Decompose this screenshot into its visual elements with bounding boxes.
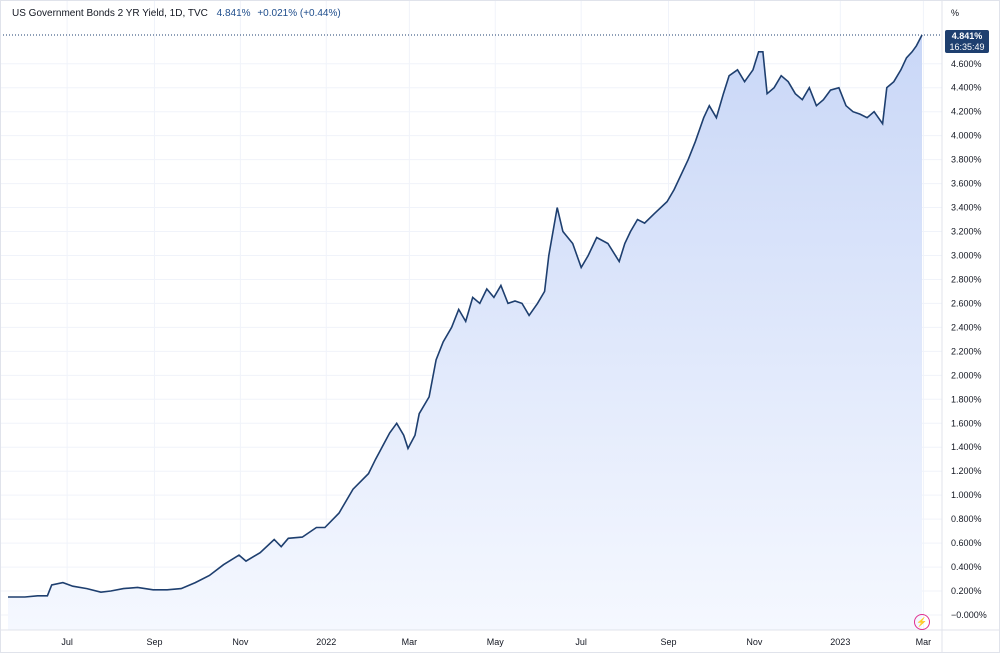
legend-last-value: 4.841% xyxy=(216,8,251,19)
x-tick-label: Mar xyxy=(916,637,932,647)
x-tick-label: Sep xyxy=(660,637,676,647)
y-tick-label: 1.200% xyxy=(951,466,982,476)
yield-line xyxy=(8,34,923,598)
y-tick-label: 0.200% xyxy=(951,586,982,596)
y-tick-label: 3.600% xyxy=(951,179,982,189)
x-tick-label: Jul xyxy=(61,637,73,647)
x-tick-label: Nov xyxy=(232,637,249,647)
y-tick-label: 1.400% xyxy=(951,442,982,452)
time-axis[interactable]: Jul Sep Nov 2022 Mar May Jul Sep Nov 2023 Mar xyxy=(61,637,931,647)
last-price-value: 4.841% xyxy=(951,31,983,41)
x-tick-label: Sep xyxy=(146,637,162,647)
price-axis[interactable]: 4.600% 4.400% 4.200% 4.000% 3.800% 3.600% 3.40… xyxy=(951,59,987,620)
yield-area xyxy=(8,35,922,630)
y-tick-label: 3.800% xyxy=(951,155,982,165)
y-tick-label: 2.800% xyxy=(951,274,982,284)
bar-countdown: 16:35:49 xyxy=(949,41,985,52)
y-tick-label: 2.000% xyxy=(951,370,982,380)
y-tick-label: 4.200% xyxy=(951,107,982,117)
x-tick-label: 2023 xyxy=(830,637,850,647)
last-price-label: 4.841% 16:35:49 xyxy=(945,30,989,53)
y-tick-label: 2.400% xyxy=(951,322,982,332)
legend-symbol: US Government Bonds 2 YR Yield, 1D, TVC xyxy=(12,8,208,19)
x-tick-label: Nov xyxy=(746,637,763,647)
x-tick-label: 2022 xyxy=(316,637,336,647)
symbol-legend[interactable]: US Government Bonds 2 YR Yield, 1D, TVC … xyxy=(12,8,341,19)
y-tick-label: 1.600% xyxy=(951,418,982,428)
y-tick-label: 4.000% xyxy=(951,131,982,141)
y-tick-label: 1.800% xyxy=(951,394,982,404)
y-tick-label: 0.800% xyxy=(951,514,982,524)
lightning-icon[interactable]: ⚡ xyxy=(914,614,930,630)
x-tick-label: Jul xyxy=(575,637,587,647)
y-tick-label: 3.200% xyxy=(951,227,982,237)
y-tick-label: 0.600% xyxy=(951,538,982,548)
x-tick-label: May xyxy=(487,637,505,647)
y-tick-label: 3.000% xyxy=(951,250,982,260)
x-tick-label: Mar xyxy=(402,637,418,647)
y-tick-label: 1.000% xyxy=(951,490,982,500)
y-tick-label: 4.600% xyxy=(951,59,982,69)
axis-unit: % xyxy=(951,8,960,18)
y-tick-label: 0.400% xyxy=(951,562,982,572)
y-tick-label: 2.200% xyxy=(951,346,982,356)
y-tick-label: 4.400% xyxy=(951,83,982,93)
y-tick-label: −0.000% xyxy=(951,610,987,620)
y-tick-label: 2.600% xyxy=(951,298,982,308)
y-tick-label: 3.400% xyxy=(951,203,982,213)
legend-change: +0.021% (+0.44%) xyxy=(257,8,341,19)
